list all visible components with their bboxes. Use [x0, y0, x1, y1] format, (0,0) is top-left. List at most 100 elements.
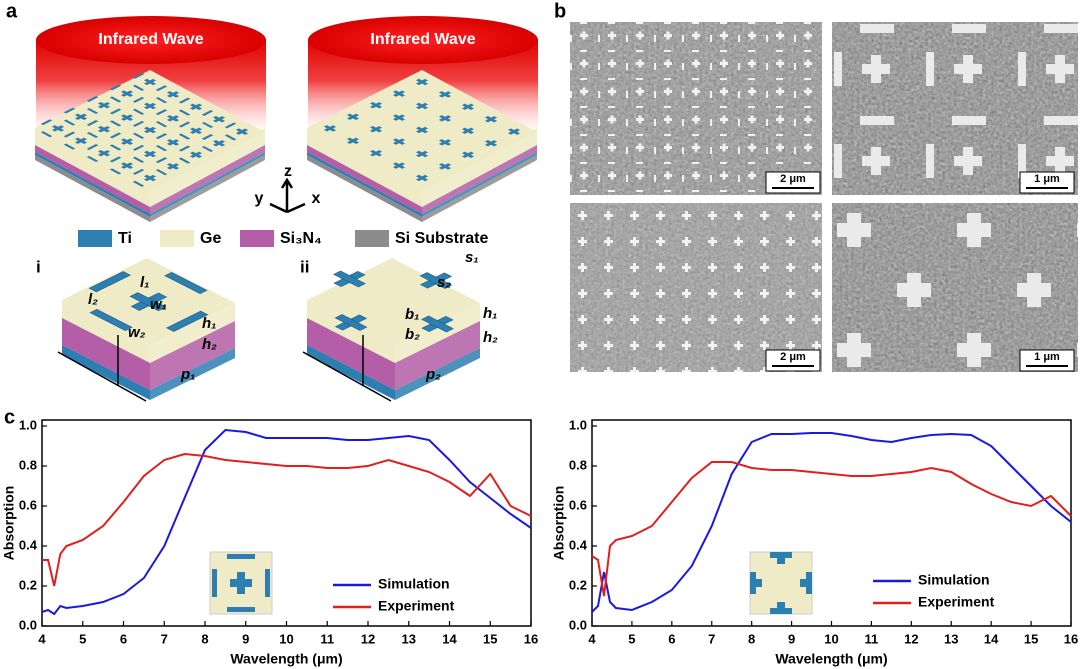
ti-cross [415, 102, 429, 110]
cell-side [395, 303, 480, 363]
x-tick-label: 15 [1024, 631, 1038, 646]
ti-pattern [129, 292, 167, 312]
layer-side [422, 128, 537, 207]
ti-cross [189, 103, 203, 111]
legend-label: Simulation [918, 572, 990, 588]
ti-bar [109, 168, 122, 175]
dim-label: b₂ [405, 326, 420, 343]
x-axis-label: Wavelength (μm) [230, 651, 342, 667]
ti-pattern [166, 310, 209, 332]
y-tick-label: 0.4 [569, 537, 588, 552]
ti-bar [155, 97, 168, 104]
ti-cross [97, 125, 111, 133]
dim-label: p₁ [180, 366, 195, 383]
ti-bar [109, 132, 122, 139]
legend-label: Experiment [918, 594, 995, 610]
y-tick-label: 1.0 [19, 417, 37, 432]
cell-side [62, 318, 150, 390]
data-line [41, 428, 532, 616]
x-tick-label: 13 [402, 631, 416, 646]
wave-label: Infrared Wave [370, 31, 475, 48]
data-line [591, 432, 1072, 613]
ti-bar [224, 122, 237, 129]
ti-cross [120, 114, 134, 121]
inset-ti [806, 572, 812, 594]
dim-label: l₂ [88, 291, 98, 308]
ti-cross [369, 101, 383, 109]
cell-side [62, 300, 150, 363]
ti-cross [143, 150, 157, 158]
ti-cross [212, 139, 226, 147]
ti-cross [461, 127, 475, 135]
dim-label: s₁ [465, 249, 479, 266]
x-tick-label: 14 [442, 631, 457, 646]
ti-bar [132, 96, 145, 103]
ti-cross [392, 162, 406, 169]
ti-bar [155, 145, 168, 152]
layer-side [150, 152, 265, 217]
layer-side [307, 152, 422, 217]
cell-side [62, 345, 150, 400]
dim-label: p₂ [425, 366, 441, 383]
x-tick-label: 10 [279, 631, 293, 646]
cell-side [395, 348, 480, 400]
data-line [591, 461, 1072, 597]
cell-side [150, 348, 235, 400]
ti-pattern [88, 271, 131, 293]
ti-cross [484, 139, 498, 147]
ti-bar [132, 180, 145, 187]
ti-bar [155, 169, 168, 176]
ti-cross [346, 113, 360, 121]
y-tick-label: 0.2 [569, 577, 587, 592]
ti-cross [74, 137, 88, 145]
y-tick-label: 0.4 [19, 537, 38, 552]
ti-bar [132, 120, 145, 127]
ti-cross [97, 101, 111, 109]
ti-cross [166, 163, 180, 170]
ti-bar [178, 97, 191, 104]
ti-bar [86, 144, 99, 150]
material-label: Ge [200, 230, 221, 247]
ti-bar [132, 156, 145, 163]
sem-images [570, 22, 1078, 372]
ti-bar [132, 168, 145, 175]
ti-bar [132, 132, 145, 139]
y-tick-label: 0.6 [569, 497, 587, 512]
ti-cross [461, 151, 475, 159]
ti-bar [178, 157, 191, 164]
ti-cross [120, 162, 134, 169]
ti-bar [155, 85, 168, 92]
axis-label: y [255, 190, 264, 207]
inset-ti [227, 607, 255, 612]
dim-label: h₂ [202, 336, 217, 353]
cell-side [150, 303, 235, 363]
x-tick-label: 12 [361, 631, 375, 646]
cell-label: i [36, 257, 41, 276]
x-tick-label: 5 [79, 631, 86, 646]
ti-cross [74, 113, 88, 121]
cell-top [62, 257, 236, 346]
cell-label: ii [300, 257, 309, 276]
ti-bar [86, 155, 99, 163]
ti-cross [415, 126, 429, 134]
material-swatch [160, 230, 194, 247]
y-tick-label: 0.0 [569, 617, 587, 632]
axis-label: z [284, 163, 292, 180]
layer-side [422, 145, 537, 214]
ti-bar [201, 121, 214, 129]
cell-side [307, 300, 395, 363]
ti-cross [189, 151, 203, 159]
x-tick-label: 10 [824, 631, 838, 646]
y-tick-label: 1.0 [569, 417, 587, 432]
y-tick-label: 0.0 [19, 617, 37, 632]
x-tick-label: 12 [904, 631, 918, 646]
x-tick-label: 11 [865, 631, 879, 646]
inset-ti [777, 552, 785, 564]
ti-bar [63, 107, 76, 114]
layer-side [307, 128, 422, 207]
ti-bar [40, 119, 53, 126]
ti-bar [86, 96, 99, 102]
ti-cross [143, 126, 157, 134]
